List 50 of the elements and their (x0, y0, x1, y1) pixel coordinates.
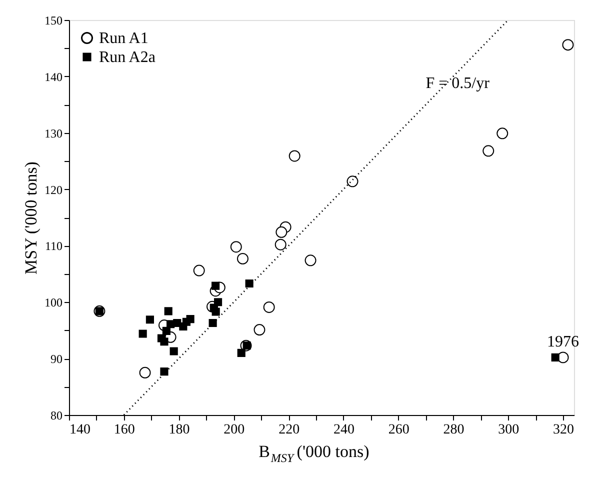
legend-label: Run A2a (99, 49, 156, 66)
point (254, 324, 266, 336)
legend-label: Run A1 (99, 30, 148, 47)
x-tick-label: 200 (224, 422, 245, 438)
point (482, 145, 494, 157)
x-tick-label: 240 (333, 422, 354, 438)
point (162, 326, 170, 335)
annotation: 1976 (547, 333, 580, 350)
series-label: F = 0.5/yr (426, 75, 490, 92)
point (160, 368, 168, 376)
x-tick-label: 280 (443, 422, 464, 438)
y-tick-label: 90 (50, 352, 62, 366)
point (346, 176, 358, 188)
y-tick-label: 110 (44, 239, 62, 254)
point (160, 338, 168, 346)
point (193, 264, 205, 276)
y-axis-title: MSY ('000 tons) (22, 162, 40, 274)
point (212, 308, 220, 316)
x-tick-label: 300 (498, 422, 520, 438)
x-tick-label: 220 (278, 422, 300, 438)
point (288, 150, 300, 162)
point (236, 252, 248, 264)
point (186, 315, 194, 324)
point (237, 348, 246, 357)
x-tick-label: 160 (114, 422, 135, 438)
point (208, 318, 217, 328)
point (274, 238, 286, 250)
point (245, 279, 254, 288)
y-tick-label: 150 (44, 14, 62, 28)
point (230, 241, 242, 253)
point (146, 316, 154, 324)
x-tick-label: 260 (388, 422, 410, 438)
point (164, 307, 172, 316)
point (139, 366, 151, 378)
y-tick-label: 120 (44, 182, 62, 197)
y-tick-label: 140 (44, 70, 62, 84)
y-tick-label: 100 (44, 296, 62, 310)
x-tick-label: 320 (553, 422, 574, 438)
point (551, 353, 560, 362)
x-tick-label: 180 (168, 422, 190, 438)
point (562, 39, 574, 51)
x-tick-label: 140 (70, 422, 90, 438)
point (138, 330, 147, 338)
y-tick-label: 80 (50, 408, 62, 422)
point (304, 254, 316, 266)
point (263, 301, 275, 313)
point (496, 128, 508, 140)
point (276, 226, 288, 238)
point (170, 347, 178, 356)
y-tick-label: 130 (44, 126, 62, 140)
